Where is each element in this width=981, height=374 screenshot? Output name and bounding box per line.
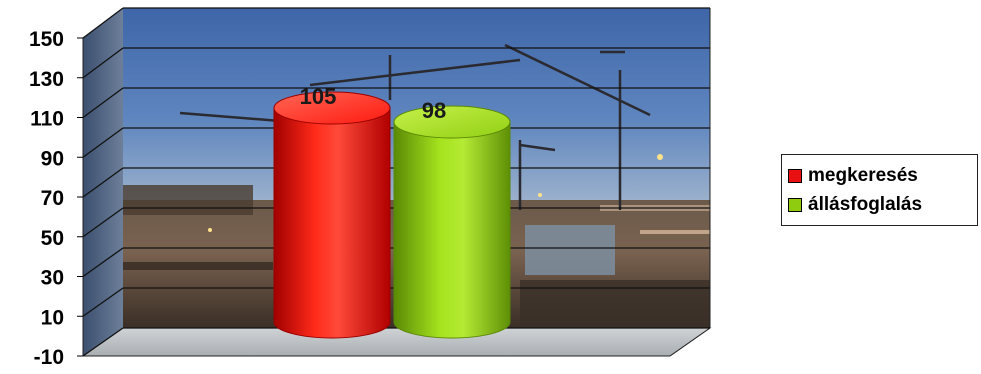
data-label: 105 (300, 84, 337, 109)
side-gridline (82, 167, 124, 198)
y-tick-label: 110 (30, 108, 64, 131)
bar-top (273, 91, 391, 125)
side-gridline (82, 47, 124, 79)
data-label: 98 (422, 98, 446, 123)
legend-label: megkeresés (808, 164, 918, 186)
y-tick-label: 130 (29, 68, 64, 91)
y-tick-label: 30 (41, 267, 64, 290)
side-gridline (82, 207, 124, 238)
side-gridline (82, 7, 124, 39)
y-tick-label: 150 (29, 28, 64, 51)
legend: megkeresés állásfoglalás (781, 154, 978, 226)
y-tick-label: 50 (41, 227, 64, 250)
bar-allasfoglalas (393, 105, 511, 339)
side-gridline (82, 87, 124, 119)
data-labels: 105 98 (300, 84, 447, 123)
chart-floor (81, 327, 712, 357)
legend-item-allasfoglalas: állásfoglalás (788, 190, 971, 219)
side-gridline (82, 327, 124, 357)
y-tick-label: 90 (41, 147, 64, 170)
legend-label: állásfoglalás (808, 193, 923, 215)
bar-megkereses (273, 91, 391, 339)
legend-item-megkereses: megkeresés (788, 161, 971, 190)
legend-swatch-megkereses (788, 168, 802, 183)
side-gridline (82, 247, 124, 278)
bar-top (393, 105, 511, 139)
y-tick-label: -10 (34, 346, 64, 369)
legend-swatch-allasfoglalas (788, 197, 802, 212)
side-gridline (82, 287, 124, 317)
bar-body (273, 107, 391, 339)
side-gridline (82, 127, 124, 158)
y-tick-label: 10 (41, 306, 64, 329)
bar-body (393, 121, 511, 339)
bars (273, 91, 511, 339)
y-axis-ticks: 150 130 110 90 70 50 30 10 -10 (29, 28, 83, 369)
y-tick-label: 70 (41, 187, 64, 210)
